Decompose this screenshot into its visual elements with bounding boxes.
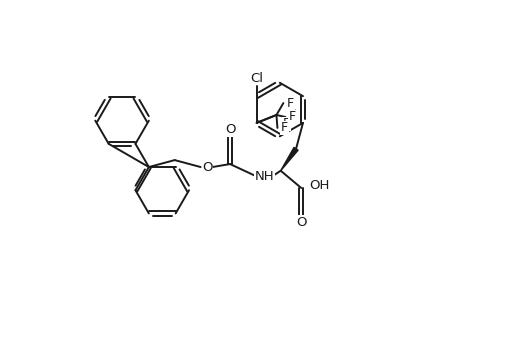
Text: Cl: Cl [249,72,263,85]
Text: F: F [282,117,289,130]
Text: F: F [280,121,287,134]
Text: O: O [202,160,213,173]
Text: F: F [288,110,295,123]
Text: O: O [295,216,306,229]
Text: O: O [224,123,235,136]
Text: F: F [288,108,295,121]
Text: NH: NH [254,170,274,183]
Polygon shape [280,147,297,171]
Text: F: F [286,96,293,109]
Text: F: F [286,98,293,111]
Text: OH: OH [308,180,329,193]
